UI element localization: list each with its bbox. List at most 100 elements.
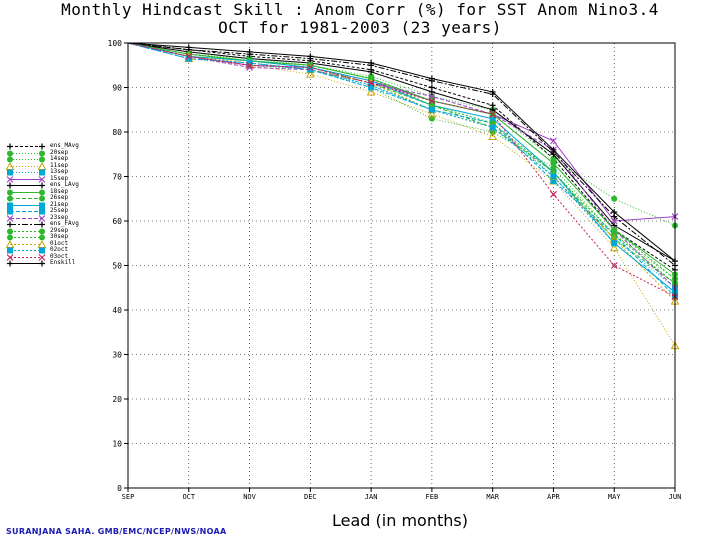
data-point (307, 66, 314, 73)
legend-marker (39, 195, 45, 202)
series-line (127, 42, 676, 289)
series-line (127, 42, 676, 293)
series-30sep (127, 42, 678, 287)
legend-marker (39, 234, 45, 241)
data-point (428, 88, 435, 95)
legend-marker (7, 182, 13, 189)
data-point (550, 173, 557, 180)
legend-marker (6, 214, 14, 222)
data-point (246, 60, 253, 67)
legend-item: 21sep (6, 201, 106, 208)
legend-item: 13sep (6, 168, 106, 176)
x-axis-label: Lead (in months) (332, 511, 468, 530)
data-point (185, 55, 192, 62)
legend-marker (6, 240, 15, 248)
series-ens_LAvg (127, 42, 678, 265)
legend-item: 11sep (6, 161, 106, 170)
legend-label: 25sep (50, 207, 69, 214)
legend-label: 13sep (50, 168, 69, 175)
series-25sep (127, 42, 678, 300)
series-21sep (127, 42, 678, 296)
legend-item: 30sep (6, 233, 106, 241)
series-11sep (127, 42, 680, 350)
series-Enskill (127, 42, 678, 265)
legend-marker (7, 234, 13, 241)
data-point (306, 64, 314, 71)
legend-swatch (7, 208, 45, 215)
legend-marker (39, 202, 45, 208)
data-point (550, 146, 557, 153)
legend-swatch (6, 253, 46, 261)
series-26sep (127, 42, 678, 287)
series-line (127, 42, 676, 262)
y-tick-label: 100 (108, 39, 123, 48)
legend-item: Enskill (6, 259, 106, 267)
x-tick-label: OCT (182, 493, 195, 501)
y-tick-label: 90 (112, 84, 122, 93)
legend-marker (7, 150, 13, 156)
legend-item: 23sep (6, 213, 106, 222)
legend-swatch (7, 234, 45, 241)
series-ens_MAvg (127, 42, 678, 273)
data-point (427, 109, 437, 118)
data-point (550, 190, 557, 198)
legend-label: 15sep (50, 174, 69, 182)
y-tick-label: 60 (112, 217, 122, 226)
x-tick-label: APR (547, 493, 560, 501)
legend-label: ens_MAvg (50, 142, 79, 149)
data-point (246, 61, 253, 69)
legend-marker (7, 156, 13, 163)
chart-subtitle: OCT for 1981-2003 (23 years) (218, 18, 502, 37)
legend-label: 26sep (50, 194, 69, 201)
y-tick-label: 80 (112, 128, 122, 137)
legend-label: 02oct (50, 246, 69, 253)
legend-item: 15sep (6, 174, 106, 183)
legend-swatch (7, 195, 45, 202)
legend-swatch (6, 175, 46, 183)
legend-marker (7, 202, 13, 208)
legend-label: 30sep (50, 233, 69, 240)
series-13sep (127, 42, 678, 291)
y-tick-label: 0 (117, 484, 122, 493)
data-point (488, 131, 498, 140)
data-point (550, 160, 557, 167)
legend-item: 02oct (6, 246, 106, 254)
legend-item: ens_MAvg (6, 142, 106, 150)
series-line (127, 42, 676, 298)
legend-item: 25sep (6, 207, 106, 215)
legend-marker (39, 247, 45, 254)
legend-item: 14sep (6, 155, 106, 163)
data-point (489, 124, 496, 131)
series-ens_FAvg (127, 42, 678, 269)
data-point (185, 52, 193, 60)
x-tick-label: MAY (608, 493, 621, 501)
legend-marker (39, 228, 45, 234)
legend-label: ens_LAvg (50, 181, 79, 188)
series-line (127, 42, 676, 284)
x-tick-label: JAN (365, 493, 378, 501)
legend-marker (39, 221, 45, 228)
legend-marker (37, 162, 47, 170)
legend-marker (38, 214, 46, 222)
data-point (611, 195, 618, 202)
legend-marker (7, 221, 13, 228)
data-point (367, 79, 375, 87)
legend-label: 03oct (50, 252, 69, 260)
legend-label: 11sep (50, 161, 69, 169)
x-tick-label: SEP (122, 493, 135, 501)
legend-label: 14sep (50, 155, 69, 162)
legend-marker (7, 143, 13, 150)
series-15sep (127, 42, 679, 225)
data-point (368, 60, 375, 67)
series-line (127, 42, 676, 297)
data-point (611, 209, 618, 216)
legend-marker (6, 162, 15, 170)
legend-marker (39, 208, 45, 215)
legend-marker (39, 156, 45, 163)
legend-marker (7, 189, 13, 195)
legend-marker (6, 175, 14, 183)
legend-marker (39, 150, 45, 156)
legend-label: 23sep (50, 213, 69, 221)
series-line (127, 42, 676, 293)
